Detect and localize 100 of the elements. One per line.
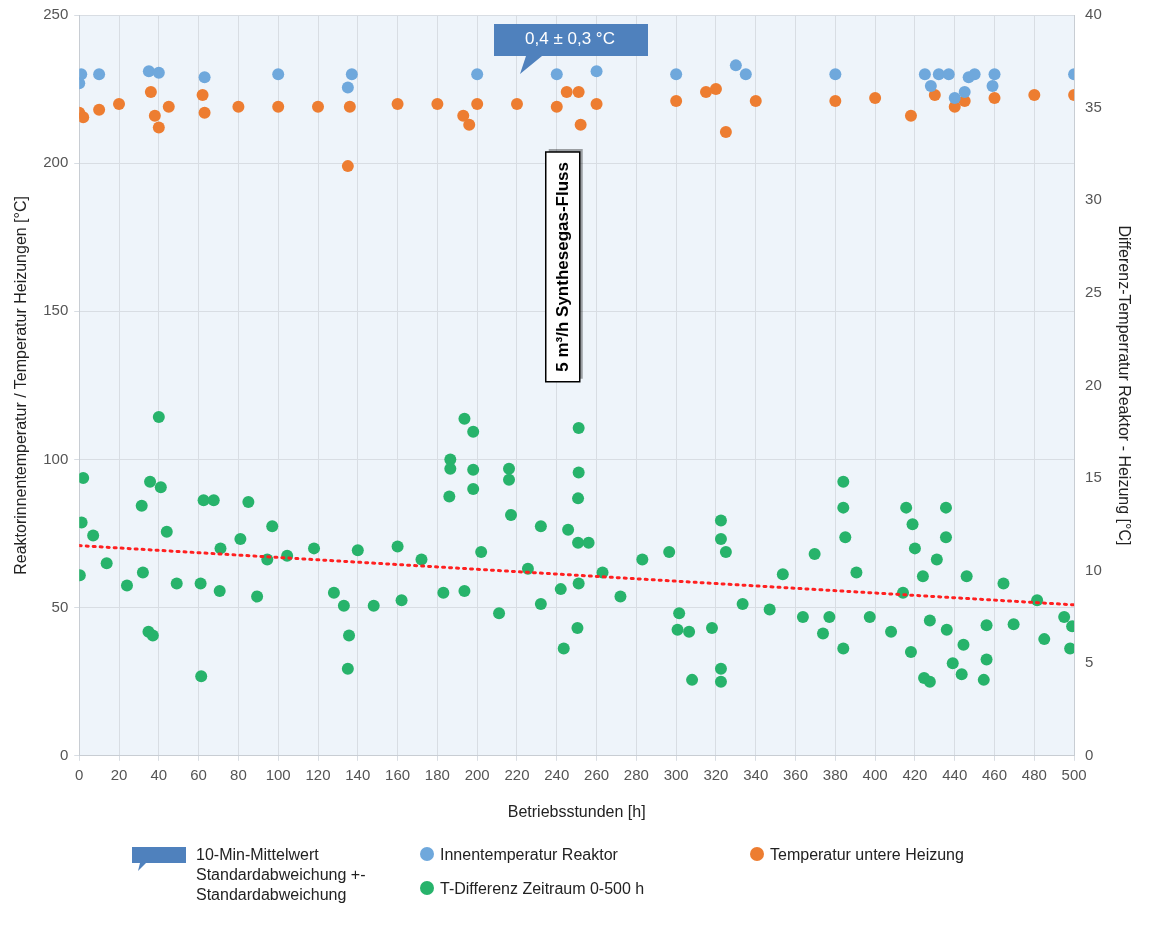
point — [232, 100, 245, 113]
y2-tick-label: 20 — [1085, 375, 1102, 393]
x-tick-label: 360 — [783, 765, 809, 783]
legend-label: Temperatur untere Heizung — [770, 845, 964, 865]
y-tick-label: 100 — [43, 449, 69, 467]
x-tick-label: 100 — [265, 765, 291, 783]
point — [196, 89, 209, 102]
y2-tick-label: 30 — [1085, 190, 1102, 208]
x-tick-label: 240 — [544, 765, 570, 783]
point — [550, 100, 563, 113]
point — [590, 97, 603, 110]
point — [343, 100, 356, 113]
annotation: 0,4 ± 0,3 °C — [524, 28, 616, 50]
point — [471, 97, 484, 110]
point — [152, 121, 165, 134]
point — [341, 81, 354, 94]
x-tick-label: 300 — [663, 765, 689, 783]
point — [572, 86, 585, 99]
x-tick-label: 260 — [584, 765, 610, 783]
point — [719, 126, 732, 139]
x-tick-label: 160 — [385, 765, 411, 783]
point — [198, 71, 211, 84]
point — [341, 160, 354, 173]
point — [988, 91, 1001, 104]
point — [904, 109, 917, 122]
y2-axis-title: Differenz-Temperratur Reaktor - Heizung [°C] — [1115, 225, 1133, 546]
point — [142, 65, 155, 78]
point — [948, 91, 961, 104]
point — [272, 100, 285, 113]
point — [152, 66, 165, 79]
point — [932, 68, 945, 81]
point — [958, 86, 971, 99]
x-tick-label: 380 — [822, 765, 848, 783]
y-tick-label: 0 — [59, 745, 69, 763]
x-tick-label: 420 — [902, 765, 928, 783]
point — [749, 94, 762, 107]
point — [924, 80, 937, 93]
x-tick-label: 460 — [982, 765, 1008, 783]
point — [942, 68, 955, 81]
point — [510, 97, 523, 110]
point — [928, 89, 941, 102]
y-tick-label: 150 — [43, 301, 69, 319]
x-tick-label: 320 — [703, 765, 729, 783]
y-tick-label: 250 — [43, 5, 69, 23]
point — [144, 86, 157, 99]
point — [345, 68, 358, 81]
x-tick-label: 220 — [504, 765, 530, 783]
x-tick-label: 140 — [345, 765, 371, 783]
point — [670, 94, 683, 107]
y2-tick-label: 15 — [1085, 468, 1102, 486]
point — [700, 86, 713, 99]
point — [272, 68, 285, 81]
point — [93, 68, 106, 81]
y-tick-label: 200 — [43, 153, 69, 171]
legend-label: T-Differenz Zeitraum 0-500 h — [440, 879, 645, 899]
y2-tick-label: 25 — [1085, 282, 1102, 300]
point — [829, 94, 842, 107]
point — [968, 68, 981, 81]
x-tick-label: 80 — [230, 765, 247, 783]
point — [113, 97, 126, 110]
point — [829, 68, 842, 81]
point — [670, 68, 683, 81]
point — [869, 91, 882, 104]
x-tick-label: 0 — [75, 765, 84, 783]
point — [463, 118, 476, 131]
point — [988, 68, 1001, 81]
point — [312, 100, 324, 113]
x-tick-label: 400 — [862, 765, 888, 783]
point — [918, 68, 931, 81]
point — [560, 86, 573, 99]
y-axis-title: Reaktorinnentemperatur / Temperatur Heizungen [°C] — [12, 196, 30, 575]
point — [709, 83, 722, 96]
point — [391, 97, 404, 110]
x-tick-label: 500 — [1061, 765, 1087, 783]
point — [457, 109, 470, 122]
point — [986, 80, 999, 93]
y2-tick-label: 35 — [1085, 97, 1102, 115]
point — [574, 118, 587, 131]
point — [590, 65, 603, 78]
y2-tick-label: 10 — [1085, 560, 1102, 578]
point — [550, 68, 563, 81]
point — [79, 111, 90, 124]
legend-label: Innentemperatur Reaktor — [440, 845, 618, 865]
text: 10-Min-Mittelwert Standardabweichung +- Standardabweichung — [196, 845, 367, 905]
x-tick-label: 20 — [110, 765, 128, 783]
y2-tick-label: 40 — [1085, 5, 1102, 23]
y-tick-label: 50 — [51, 597, 69, 615]
y2-tick-label: 5 — [1085, 653, 1094, 671]
point — [93, 103, 106, 116]
point — [1028, 89, 1041, 102]
point — [162, 100, 175, 113]
x-tick-label: 280 — [623, 765, 649, 783]
x-tick-label: 40 — [150, 765, 168, 783]
x-tick-label: 340 — [743, 765, 769, 783]
annotation: 5 m³/h Synthesegas-Fluss — [553, 162, 573, 372]
point — [198, 106, 211, 119]
x-tick-label: 440 — [942, 765, 968, 783]
x-tick-label: 120 — [305, 765, 331, 783]
x-tick-label: 200 — [464, 765, 490, 783]
point — [431, 97, 444, 110]
